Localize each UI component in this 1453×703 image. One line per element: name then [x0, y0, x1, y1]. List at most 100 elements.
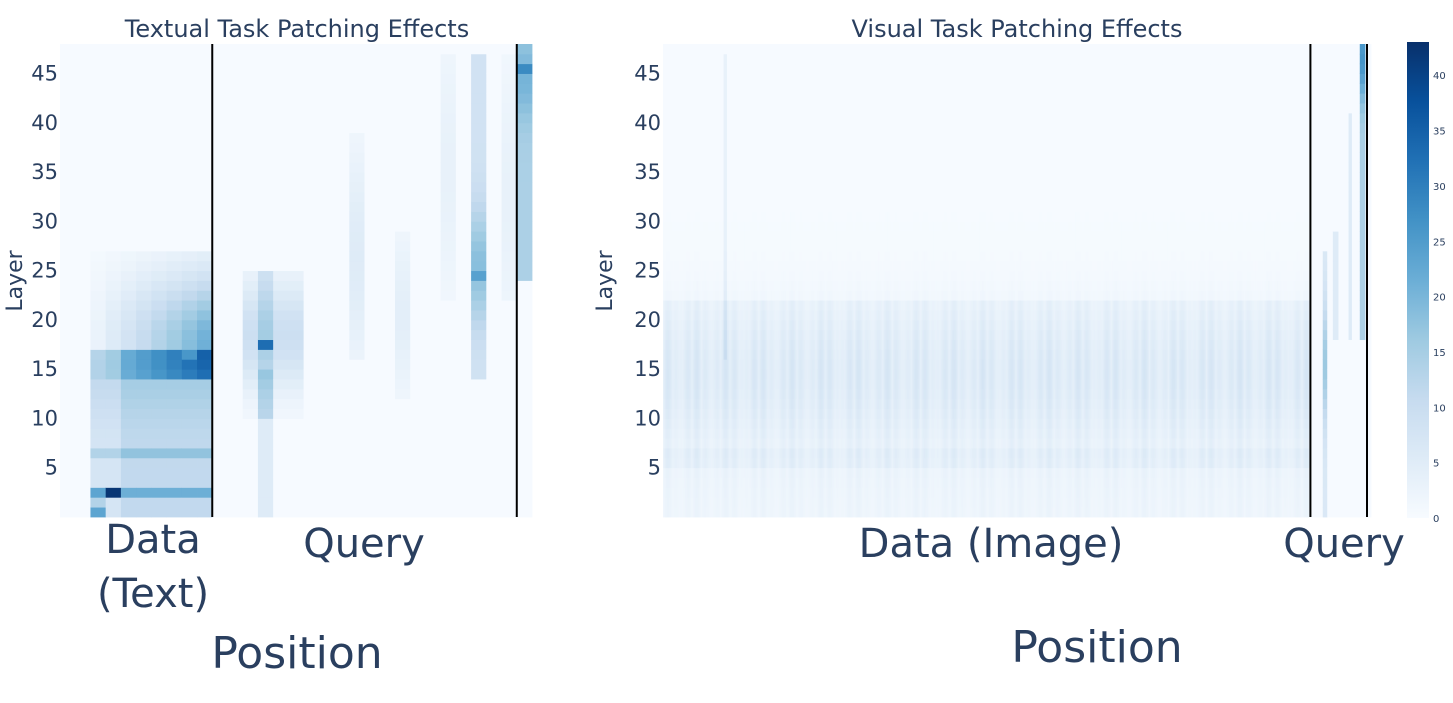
heatmap-cell	[121, 192, 137, 202]
heatmap-cell	[380, 172, 396, 182]
heatmap-cell	[90, 44, 106, 54]
heatmap-cell	[182, 261, 198, 271]
heatmap-cell	[456, 261, 472, 271]
heatmap-cell	[227, 409, 243, 419]
heatmap-cell	[456, 340, 472, 350]
heatmap-cell	[456, 330, 472, 340]
heatmap-cell	[258, 409, 274, 419]
heatmap-cell	[288, 507, 304, 517]
heatmap-cell	[136, 379, 152, 389]
heatmap-cell	[486, 418, 502, 428]
heatmap-cell	[197, 300, 213, 310]
heatmap-cell	[182, 399, 198, 409]
heatmap-cell	[365, 93, 381, 103]
heatmap-cell	[365, 251, 381, 261]
heatmap-cell	[334, 379, 350, 389]
heatmap-cell	[60, 54, 76, 64]
heatmap-cell	[90, 261, 106, 271]
heatmap-cell	[517, 369, 533, 379]
heatmap-cell	[380, 202, 396, 212]
heatmap-cell	[288, 320, 304, 330]
heatmap-cell	[486, 458, 502, 468]
heatmap-cell	[349, 83, 365, 93]
heatmap-cell	[243, 438, 259, 448]
heatmap-cell	[136, 143, 152, 153]
heatmap-cell	[258, 64, 274, 74]
heatmap-cell	[319, 300, 335, 310]
heatmap-cell	[258, 438, 274, 448]
heatmap-cell	[304, 478, 320, 488]
heatmap-cell	[60, 458, 76, 468]
heatmap-cell	[334, 271, 350, 281]
heatmap-cell	[380, 340, 396, 350]
heatmap-cell	[425, 330, 441, 340]
heatmap-cell	[136, 330, 152, 340]
heatmap-cell	[167, 310, 183, 320]
heatmap-cell	[319, 281, 335, 291]
heatmap-cell	[227, 182, 243, 192]
heatmap-cell	[151, 487, 167, 497]
heatmap-cell	[425, 251, 441, 261]
heatmap-cell	[60, 162, 76, 172]
heatmap-cell	[517, 212, 533, 222]
heatmap-cell	[106, 261, 122, 271]
heatmap-cell	[151, 468, 167, 478]
heatmap-cell	[425, 133, 441, 143]
heatmap-cell	[517, 44, 533, 54]
y-tick-label: 35	[31, 160, 58, 184]
heatmap-cell	[288, 162, 304, 172]
heatmap-cell	[380, 64, 396, 74]
heatmap-cell	[106, 212, 122, 222]
heatmap-cell	[425, 448, 441, 458]
heatmap-cell	[182, 418, 198, 428]
textual-region-label-data-line1: Data	[105, 517, 201, 563]
heatmap-cell	[410, 44, 426, 54]
heatmap-cell	[243, 349, 259, 359]
heatmap-cell	[288, 379, 304, 389]
heatmap-cell	[106, 369, 122, 379]
heatmap-cell	[380, 83, 396, 93]
heatmap-cell	[273, 300, 289, 310]
heatmap-cell	[334, 428, 350, 438]
heatmap-cell	[456, 399, 472, 409]
heatmap-cell	[227, 487, 243, 497]
heatmap-cell	[441, 231, 457, 241]
heatmap-cell	[410, 113, 426, 123]
heatmap-cell	[182, 271, 198, 281]
heatmap-cell	[75, 54, 91, 64]
heatmap-cell	[410, 123, 426, 133]
heatmap-cell	[212, 64, 228, 74]
heatmap-cell	[75, 182, 91, 192]
heatmap-cell	[441, 221, 457, 231]
heatmap-cell	[167, 74, 183, 84]
heatmap-cell	[304, 261, 320, 271]
heatmap-cell	[288, 399, 304, 409]
heatmap-cell	[288, 428, 304, 438]
heatmap-cell	[456, 54, 472, 64]
heatmap-cell	[90, 468, 106, 478]
heatmap-cell	[182, 172, 198, 182]
heatmap-cell	[456, 310, 472, 320]
heatmap-cell	[90, 74, 106, 84]
heatmap-cell	[121, 487, 137, 497]
heatmap-cell	[410, 478, 426, 488]
heatmap-cell	[380, 320, 396, 330]
heatmap-cell	[243, 93, 259, 103]
heatmap-cell	[60, 310, 76, 320]
heatmap-cell	[380, 359, 396, 369]
heatmap-cell	[441, 320, 457, 330]
heatmap-cell	[410, 369, 426, 379]
heatmap-cell	[167, 182, 183, 192]
heatmap-cell	[410, 241, 426, 251]
heatmap-cell	[395, 359, 411, 369]
heatmap-cell	[151, 212, 167, 222]
heatmap-cell	[456, 497, 472, 507]
heatmap-cell	[75, 478, 91, 488]
heatmap-cell	[304, 113, 320, 123]
heatmap-cell	[349, 310, 365, 320]
heatmap-cell	[517, 251, 533, 261]
heatmap-cell	[395, 83, 411, 93]
heatmap-cell	[90, 162, 106, 172]
heatmap-cell	[395, 330, 411, 340]
heatmap-cell	[90, 133, 106, 143]
